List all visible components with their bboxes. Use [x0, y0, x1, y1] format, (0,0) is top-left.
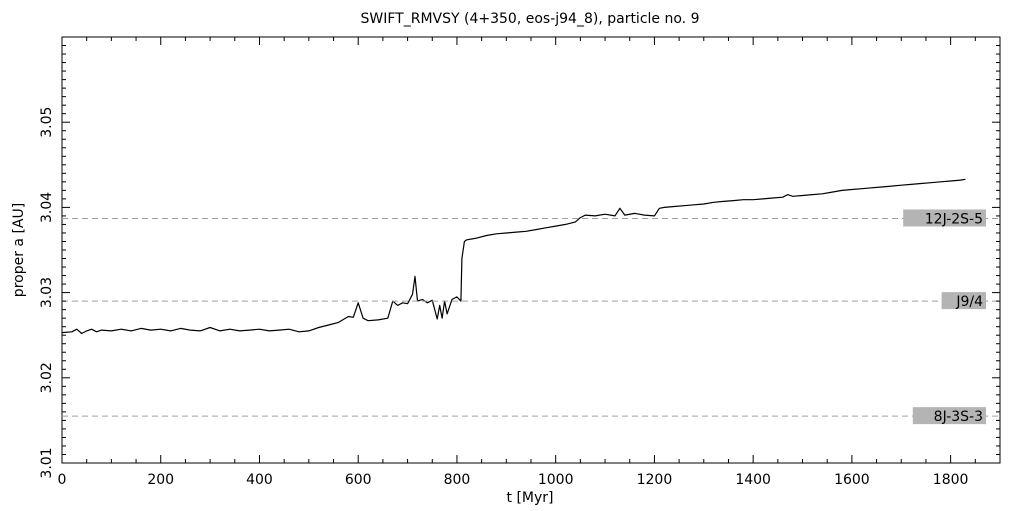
x-tick-label: 1000 [538, 472, 574, 488]
y-tick-label: 3.03 [39, 277, 55, 308]
series-line [61, 178, 966, 335]
x-axis-label: t [Myr] [507, 490, 554, 506]
resonance-label: 12J-2S-5 [925, 211, 983, 227]
y-tick-label: 3.02 [39, 362, 55, 393]
resonance-label-box [941, 292, 986, 310]
y-tick-label: 3.05 [39, 107, 55, 138]
x-tick-label: 1600 [834, 472, 870, 488]
y-tick-label: 3.01 [39, 447, 55, 478]
resonance-label-box [912, 407, 986, 425]
chart-title: SWIFT_RMVSY (4+350, eos-j94_8), particle… [361, 11, 700, 27]
y-tick-label: 3.04 [39, 192, 55, 223]
resonance-label-box [903, 209, 986, 227]
resonance-label: J9/4 [955, 294, 983, 310]
resonance-label: 8J-3S-3 [934, 409, 983, 425]
plot-frame [61, 36, 1001, 464]
x-tick-label: 1200 [637, 472, 673, 488]
x-tick-label: 0 [58, 472, 67, 488]
x-tick-label: 800 [444, 472, 471, 488]
x-tick-label: 400 [246, 472, 273, 488]
x-tick-label: 200 [147, 472, 174, 488]
x-tick-label: 1800 [933, 472, 969, 488]
x-tick-label: 1400 [735, 472, 771, 488]
x-tick-label: 600 [345, 472, 372, 488]
y-axis-label: proper a [AU] [11, 203, 27, 297]
